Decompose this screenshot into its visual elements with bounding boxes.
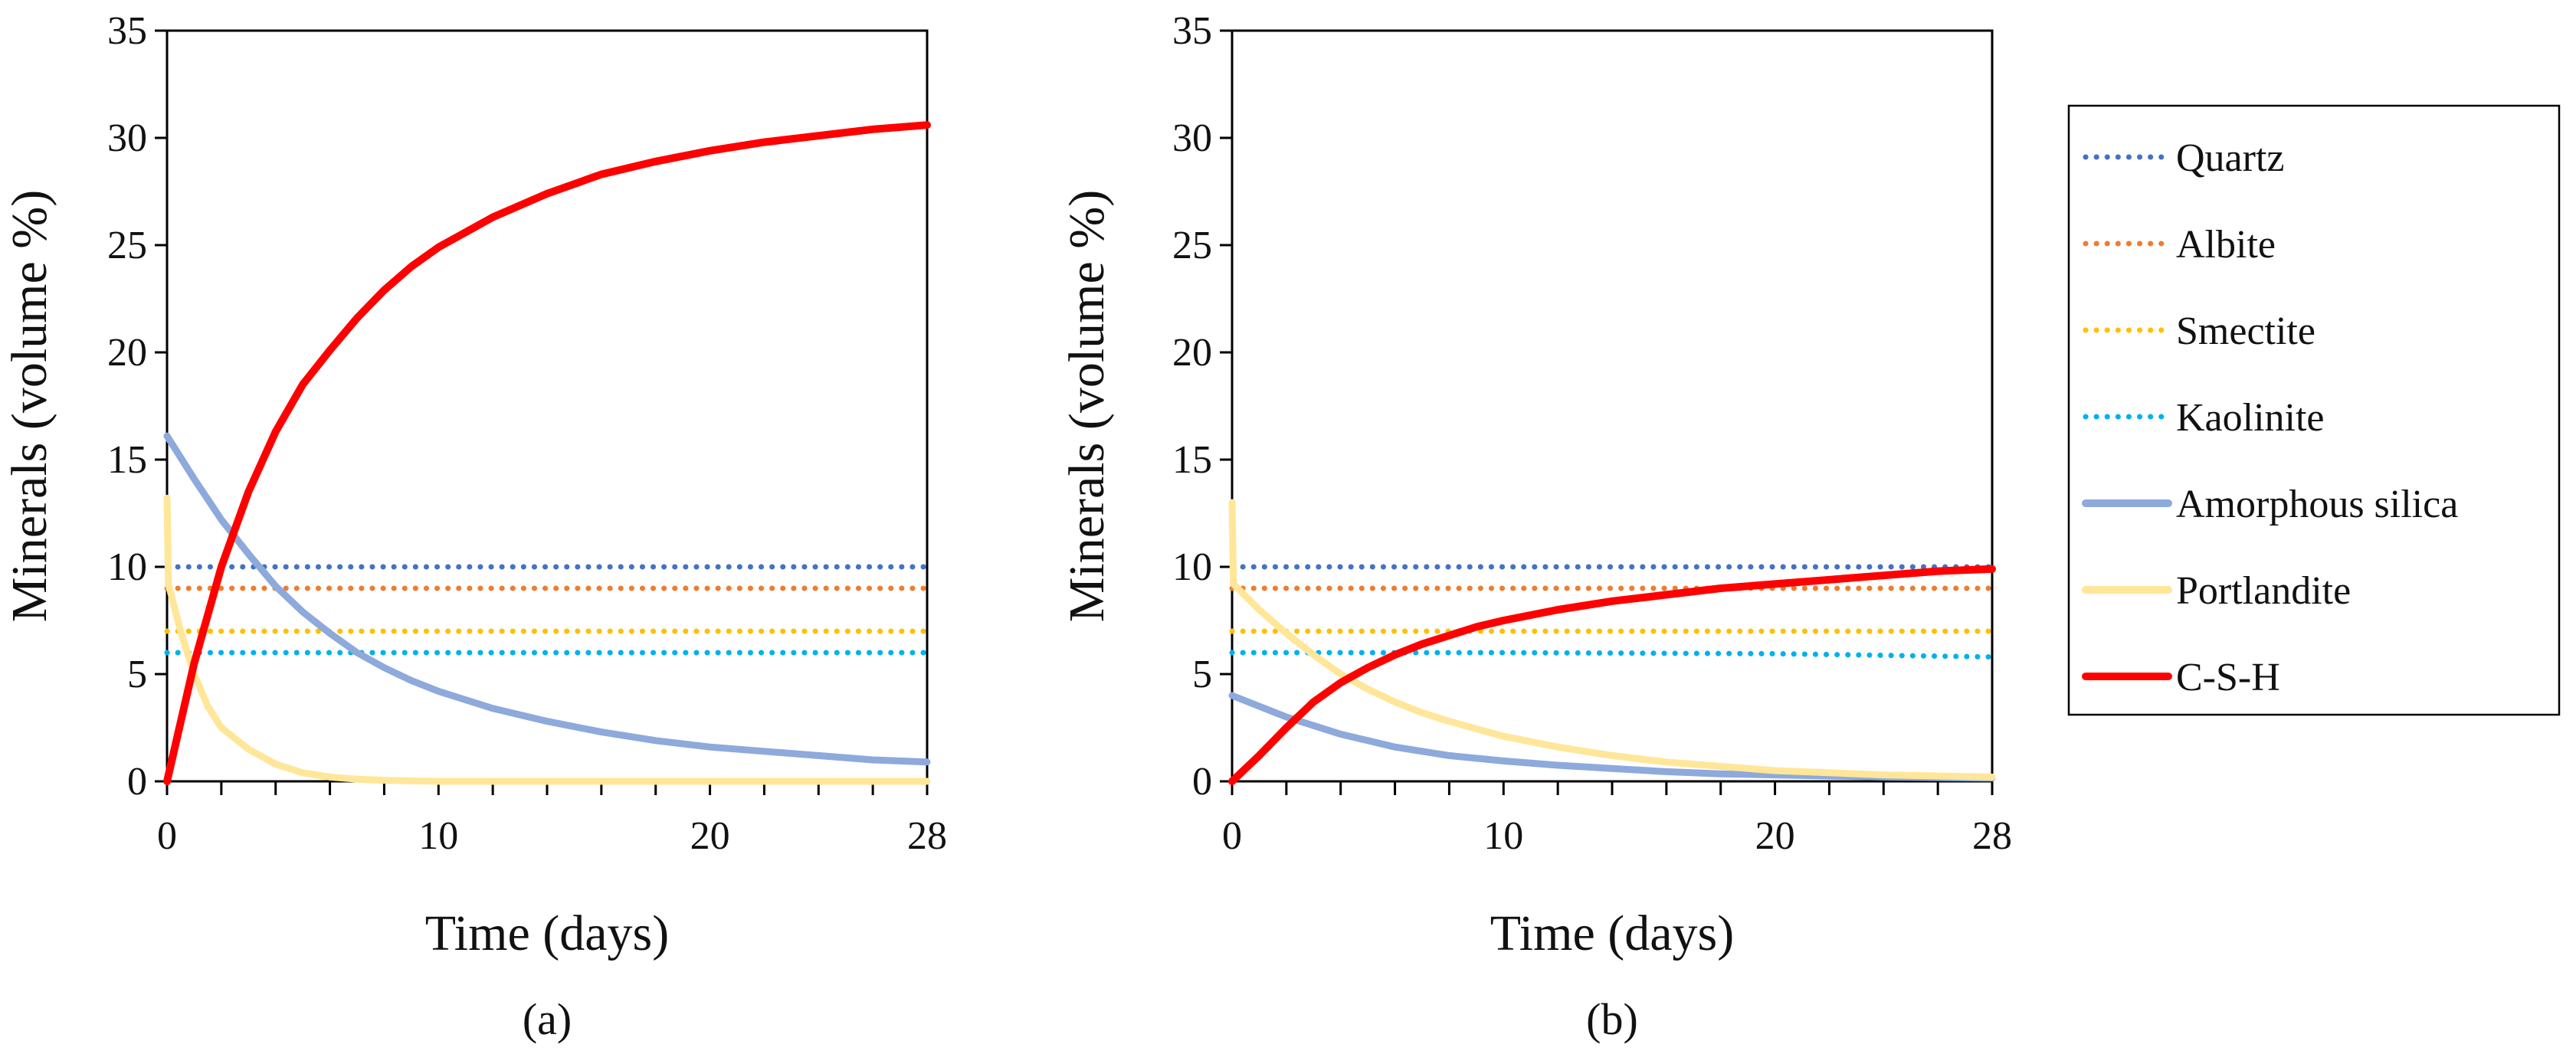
- y-tick-label: 5: [1192, 653, 1212, 696]
- legend-box: [2067, 104, 2561, 716]
- y-tick-label: 0: [127, 760, 147, 804]
- y-tick-label: 15: [1172, 438, 1212, 482]
- legend-label-quartz: Quartz: [2176, 136, 2284, 180]
- series-line-portlandite: [163, 494, 931, 785]
- plot-frame: [1231, 29, 1994, 783]
- y-tick-label: 25: [1172, 224, 1212, 267]
- legend: Quartz Albite Smectite Kaolinite Amorphous s…: [2067, 104, 2561, 716]
- x-tick-label: 28: [907, 814, 947, 858]
- chart-panel-b: 0 5 10 15 20 25 30 35 0 10 20 28 Time (days) Minerals…: [1059, 9, 2012, 1044]
- y-tick-label: 30: [1172, 116, 1212, 160]
- x-tick-label: 10: [1483, 814, 1523, 858]
- legend-label-albite: Albite: [2176, 223, 2276, 267]
- legend-label-portlandite: Portlandite: [2176, 569, 2351, 613]
- y-tick-label: 25: [107, 224, 147, 267]
- y-tick-label: 35: [1172, 9, 1212, 53]
- y-tick-label: 30: [107, 116, 147, 160]
- series-line-kaolinite: [1229, 650, 1995, 660]
- legend-label-amorphous-silica: Amorphous silica: [2176, 483, 2458, 526]
- y-tick-label: 0: [1192, 760, 1212, 804]
- panel-label: (a): [523, 994, 572, 1044]
- y-tick-label: 15: [107, 438, 147, 482]
- y-axis-title: Minerals (volume %): [2, 190, 57, 623]
- legend-label-c-s-h: C-S-H: [2176, 656, 2280, 699]
- series-line-amorphous-silica: [1228, 692, 1996, 782]
- series-line-c-s-h: [163, 121, 931, 785]
- series-line-portlandite: [1228, 499, 1996, 781]
- chart-panel-a: 0 5 10 15 20 25 30 35 0 10 20 28 Time (days) Minerals…: [2, 9, 947, 1044]
- legend-label-smectite: Smectite: [2176, 309, 2315, 353]
- x-tick-label: 10: [418, 814, 458, 858]
- x-tick-label: 0: [1222, 814, 1242, 858]
- panel-label: (b): [1586, 994, 1638, 1044]
- y-tick-label: 5: [127, 653, 147, 696]
- y-tick-label: 35: [107, 9, 147, 53]
- x-tick-label: 20: [690, 814, 730, 858]
- y-tick-label: 20: [107, 331, 147, 375]
- series-line-amorphous-silica: [163, 432, 931, 766]
- y-tick-label: 10: [1172, 545, 1212, 589]
- x-tick-label: 20: [1755, 814, 1795, 858]
- y-axis-title: Minerals (volume %): [1059, 190, 1115, 623]
- legend-label-kaolinite: Kaolinite: [2176, 396, 2325, 440]
- x-tick-label: 28: [1972, 814, 2012, 858]
- x-tick-label: 0: [157, 814, 177, 858]
- y-tick-label: 20: [1172, 331, 1212, 375]
- series-line-c-s-h: [1228, 565, 1996, 785]
- x-axis-title: Time (days): [1490, 905, 1734, 961]
- x-axis-title: Time (days): [425, 905, 669, 961]
- y-tick-label: 10: [107, 545, 147, 589]
- plot-frame: [166, 29, 929, 783]
